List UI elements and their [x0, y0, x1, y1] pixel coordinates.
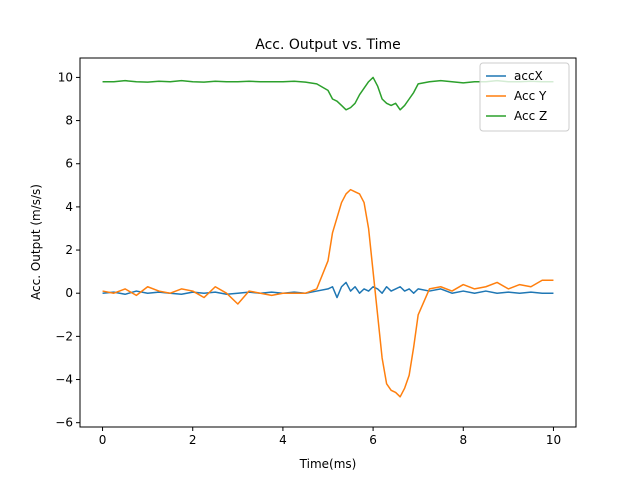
y-tick-label: 4 — [65, 200, 73, 214]
y-tick-label: 0 — [65, 286, 73, 300]
y-tick-label: 2 — [65, 243, 73, 257]
y-tick-label: −4 — [55, 373, 73, 387]
legend-label-acc-z: Acc Z — [514, 109, 547, 123]
axes-frame — [79, 57, 577, 428]
x-tick-label: 4 — [279, 433, 287, 447]
x-tick-label: 0 — [99, 433, 107, 447]
x-axis-label: Time(ms) — [299, 457, 357, 471]
series-line-acc-z — [102, 76, 554, 111]
plot-area: 0 2 4 6 8 10 −6 −4 −2 0 2 4 6 8 10 — [55, 57, 577, 447]
x-tick-label: 10 — [546, 433, 561, 447]
legend-label-acc-y: Acc Y — [514, 89, 547, 103]
series-line-accx — [102, 281, 554, 299]
legend: accX Acc Y Acc Z — [479, 62, 570, 132]
legend-label-accx: accX — [514, 69, 543, 83]
series-line-acc-y — [102, 188, 554, 398]
legend-box — [479, 62, 570, 132]
y-tick-label: 10 — [58, 70, 73, 84]
chart-title: Acc. Output vs. Time — [255, 37, 400, 53]
y-tick-label: −6 — [55, 416, 73, 430]
x-tick-label: 2 — [189, 433, 197, 447]
y-tick-label: −2 — [55, 329, 73, 343]
x-tick-label: 8 — [459, 433, 467, 447]
y-axis-label: Acc. Output (m/s/s) — [29, 184, 43, 300]
y-tick-label: 6 — [65, 157, 73, 171]
y-tick-label: 8 — [65, 114, 73, 128]
x-tick-label: 6 — [369, 433, 377, 447]
